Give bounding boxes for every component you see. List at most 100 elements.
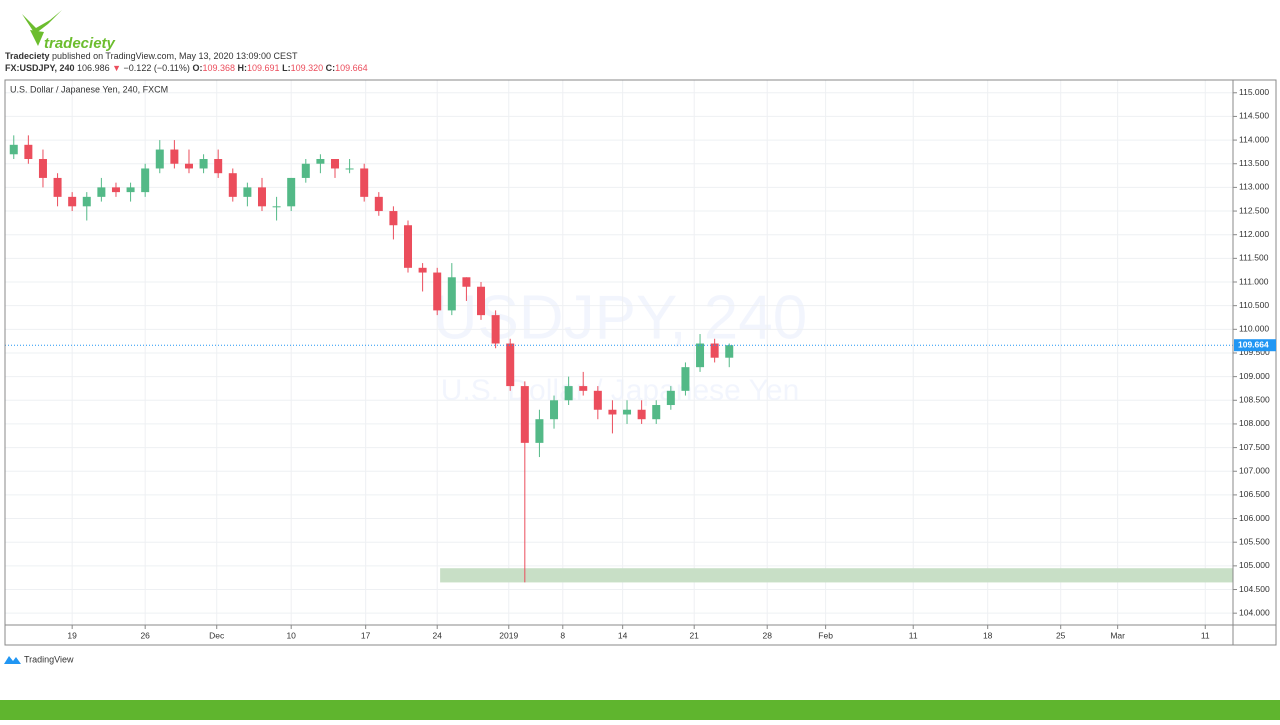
arrow: ▼ [112, 63, 121, 73]
candle-body [433, 272, 442, 311]
author: Tradeciety [5, 51, 50, 61]
o-label: O: [192, 63, 202, 73]
x-tick-label: 14 [618, 630, 628, 640]
header-line: Tradeciety published on TradingView.com,… [5, 51, 298, 61]
candle-body [652, 405, 661, 420]
candle-body [564, 386, 573, 401]
y-tick-label: 114.000 [1239, 134, 1269, 144]
x-tick-label: 19 [67, 630, 77, 640]
watermark-sub: U.S. Dollar / Japanese Yen [441, 374, 800, 407]
candle-body [199, 159, 208, 169]
candle-body [710, 343, 719, 358]
watermark: USDJPY, 240 [433, 283, 808, 352]
candle-body [608, 409, 617, 415]
y-tick-label: 107.500 [1239, 442, 1270, 452]
logo-mark [22, 10, 62, 34]
x-tick-label: 8 [560, 630, 565, 640]
y-tick-label: 112.500 [1239, 205, 1269, 215]
footer-bar [0, 700, 1280, 720]
y-tick-label: 106.000 [1239, 513, 1270, 523]
candle-body [681, 367, 690, 391]
y-tick-label: 108.000 [1239, 418, 1270, 428]
candle-body [389, 211, 398, 226]
y-tick-label: 104.500 [1239, 584, 1270, 594]
candle-body [111, 187, 120, 193]
quote-line: FX:USDJPY, 240 106.986 ▼ −0.122 (−0.11%)… [5, 63, 368, 73]
candle-body [38, 159, 47, 178]
x-tick-label: 2019 [499, 630, 518, 640]
candle-body [272, 206, 281, 208]
candle-body [374, 196, 383, 212]
symbol: FX:USDJPY, 240 [5, 63, 75, 73]
candle-body [462, 277, 471, 287]
candle-body [418, 267, 427, 273]
candle-body [666, 390, 675, 406]
candle-body [170, 149, 179, 164]
zone [440, 568, 1233, 583]
x-tick-label: 25 [1056, 630, 1066, 640]
candle-body [141, 168, 150, 193]
last: 106.986 [77, 63, 110, 73]
candle-body [243, 187, 252, 197]
high: 109.691 [247, 63, 280, 73]
candle-body [477, 286, 486, 316]
y-tick-label: 107.000 [1239, 465, 1270, 475]
y-tick-label: 111.000 [1239, 276, 1269, 286]
candle-body [593, 390, 602, 410]
candle-body [82, 196, 91, 207]
footer-brand: TradingView [24, 654, 74, 664]
low: 109.320 [291, 63, 324, 73]
y-tick-label: 112.000 [1239, 229, 1269, 239]
candle-body [506, 343, 515, 387]
y-tick-label: 105.000 [1239, 560, 1270, 570]
y-tick-label: 110.000 [1239, 324, 1269, 334]
candle-body [579, 386, 588, 391]
price-label: 109.664 [1238, 339, 1269, 349]
candle-body [68, 196, 77, 207]
candle-body [9, 144, 18, 155]
candle-body [345, 168, 354, 170]
x-tick-label: 11 [909, 630, 918, 640]
y-tick-label: 105.500 [1239, 536, 1270, 546]
candle-body [53, 177, 62, 197]
tv-logo [4, 656, 21, 664]
candle-body [214, 159, 223, 174]
y-tick-label: 108.500 [1239, 395, 1270, 405]
candle-body [97, 187, 106, 197]
candle-body [491, 315, 500, 344]
h-label: H: [238, 63, 248, 73]
y-tick-label: 113.500 [1239, 158, 1269, 168]
x-tick-label: Dec [209, 630, 225, 640]
logo-text: tradeciety [44, 35, 116, 52]
candle-body [550, 400, 559, 420]
c-label: C: [326, 63, 336, 73]
x-tick-label: 26 [140, 630, 150, 640]
x-tick-label: 24 [432, 630, 442, 640]
x-tick-label: 17 [361, 630, 371, 640]
x-tick-label: Mar [1110, 630, 1125, 640]
candle-body [535, 419, 544, 443]
candle-body [447, 277, 456, 311]
candle-body [184, 163, 193, 169]
candle-body [360, 168, 369, 197]
candle-body [637, 409, 646, 420]
candle-body [520, 386, 529, 443]
y-tick-label: 109.000 [1239, 371, 1270, 381]
y-tick-label: 113.000 [1239, 182, 1269, 192]
change: −0.122 (−0.11%) [124, 63, 190, 73]
candle-body [316, 159, 325, 164]
candle-body [725, 345, 734, 358]
candle-body [623, 409, 632, 415]
x-tick-label: 11 [1201, 630, 1210, 640]
y-tick-label: 110.500 [1239, 300, 1269, 310]
candle-body [228, 173, 237, 197]
candle-body [301, 163, 310, 178]
l-label: L: [282, 63, 291, 73]
candle-body [330, 159, 339, 169]
x-tick-label: 18 [983, 630, 993, 640]
x-tick-label: 10 [286, 630, 296, 640]
plot: USDJPY, 240 U.S. Dollar / Japanese Yen 104… [5, 80, 1270, 640]
price-label-bg [1234, 339, 1276, 352]
